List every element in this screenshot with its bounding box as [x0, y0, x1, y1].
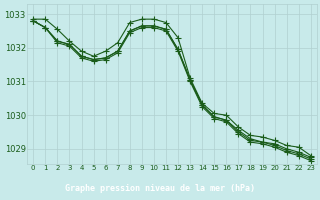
Text: Graphe pression niveau de la mer (hPa): Graphe pression niveau de la mer (hPa) — [65, 184, 255, 193]
